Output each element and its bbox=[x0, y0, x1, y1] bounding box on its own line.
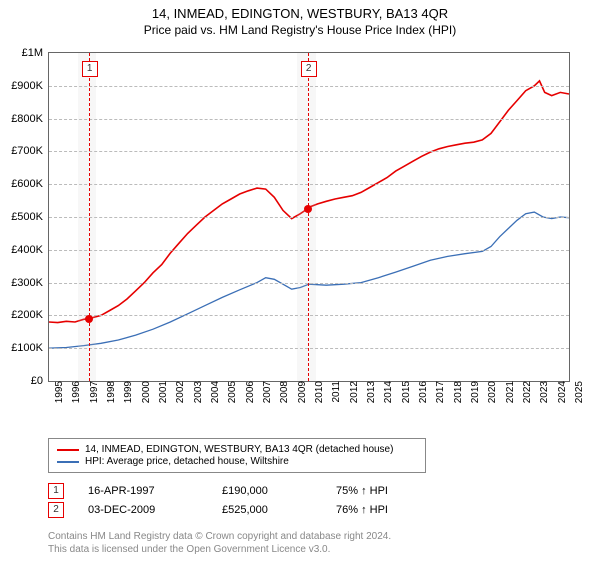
sale-badge: 1 bbox=[48, 483, 64, 499]
x-tick-label: 2016 bbox=[416, 381, 429, 403]
x-tick-label: 2011 bbox=[329, 381, 342, 403]
chart-container: 14, INMEAD, EDINGTON, WESTBURY, BA13 4QR… bbox=[0, 6, 600, 566]
y-tick-label: £500K bbox=[11, 211, 49, 223]
y-tick-label: £400K bbox=[11, 244, 49, 256]
sale-band bbox=[78, 53, 95, 381]
sale-band bbox=[297, 53, 316, 381]
sales-table-row: 1 16-APR-1997 £190,000 75% ↑ HPI bbox=[48, 483, 388, 499]
x-tick-label: 1998 bbox=[104, 381, 117, 403]
credit-line-1: Contains HM Land Registry data © Crown c… bbox=[48, 530, 391, 543]
x-tick-label: 2005 bbox=[225, 381, 238, 403]
x-tick-label: 2004 bbox=[208, 381, 221, 403]
credit-line-2: This data is licensed under the Open Gov… bbox=[48, 543, 391, 556]
sale-marker-line bbox=[308, 53, 309, 381]
sale-price: £190,000 bbox=[222, 485, 312, 497]
y-tick-label: £700K bbox=[11, 145, 49, 157]
legend-item: HPI: Average price, detached house, Wilt… bbox=[57, 456, 417, 467]
chart-subtitle: Price paid vs. HM Land Registry's House … bbox=[0, 23, 600, 37]
sale-pct: 75% ↑ HPI bbox=[336, 485, 388, 497]
x-tick-label: 2024 bbox=[555, 381, 568, 403]
x-tick-label: 1996 bbox=[69, 381, 82, 403]
y-tick-label: £200K bbox=[11, 309, 49, 321]
y-tick-label: £300K bbox=[11, 277, 49, 289]
x-tick-label: 2018 bbox=[451, 381, 464, 403]
x-tick-label: 2002 bbox=[173, 381, 186, 403]
legend-swatch bbox=[57, 461, 79, 463]
x-tick-label: 2023 bbox=[537, 381, 550, 403]
x-tick-label: 2010 bbox=[312, 381, 325, 403]
x-tick-label: 2020 bbox=[485, 381, 498, 403]
x-tick-label: 1999 bbox=[121, 381, 134, 403]
x-tick-label: 1995 bbox=[52, 381, 65, 403]
x-tick-label: 2003 bbox=[191, 381, 204, 403]
sale-badge: 2 bbox=[301, 61, 317, 77]
sale-badge: 1 bbox=[82, 61, 98, 77]
x-tick-label: 2008 bbox=[277, 381, 290, 403]
sales-table-row: 2 03-DEC-2009 £525,000 76% ↑ HPI bbox=[48, 502, 388, 518]
y-tick-label: £1M bbox=[22, 47, 49, 59]
x-tick-label: 2017 bbox=[433, 381, 446, 403]
x-tick-label: 2025 bbox=[572, 381, 585, 403]
plot-area: £0£100K£200K£300K£400K£500K£600K£700K£80… bbox=[48, 52, 570, 382]
legend: 14, INMEAD, EDINGTON, WESTBURY, BA13 4QR… bbox=[48, 438, 426, 473]
legend-swatch bbox=[57, 449, 79, 451]
y-tick-label: £100K bbox=[11, 342, 49, 354]
x-tick-label: 2001 bbox=[156, 381, 169, 403]
sale-date: 03-DEC-2009 bbox=[88, 504, 198, 516]
sale-marker-dot bbox=[304, 205, 312, 213]
y-tick-label: £900K bbox=[11, 80, 49, 92]
sale-marker-dot bbox=[85, 315, 93, 323]
sale-date: 16-APR-1997 bbox=[88, 485, 198, 497]
x-tick-label: 2006 bbox=[243, 381, 256, 403]
x-tick-label: 2009 bbox=[295, 381, 308, 403]
legend-label: HPI: Average price, detached house, Wilt… bbox=[85, 456, 289, 467]
x-tick-label: 1997 bbox=[87, 381, 100, 403]
x-tick-label: 2013 bbox=[364, 381, 377, 403]
x-tick-label: 2015 bbox=[399, 381, 412, 403]
sale-pct: 76% ↑ HPI bbox=[336, 504, 388, 516]
sale-marker-line bbox=[89, 53, 90, 381]
x-tick-label: 2007 bbox=[260, 381, 273, 403]
x-tick-label: 2014 bbox=[381, 381, 394, 403]
sale-price: £525,000 bbox=[222, 504, 312, 516]
x-tick-label: 2012 bbox=[347, 381, 360, 403]
x-tick-label: 2021 bbox=[503, 381, 516, 403]
y-tick-label: £0 bbox=[31, 375, 49, 387]
chart-title: 14, INMEAD, EDINGTON, WESTBURY, BA13 4QR bbox=[0, 6, 600, 21]
x-tick-label: 2000 bbox=[139, 381, 152, 403]
legend-item: 14, INMEAD, EDINGTON, WESTBURY, BA13 4QR… bbox=[57, 444, 417, 455]
x-tick-label: 2019 bbox=[468, 381, 481, 403]
x-tick-label: 2022 bbox=[520, 381, 533, 403]
legend-label: 14, INMEAD, EDINGTON, WESTBURY, BA13 4QR… bbox=[85, 444, 393, 455]
y-tick-label: £600K bbox=[11, 178, 49, 190]
sale-badge: 2 bbox=[48, 502, 64, 518]
sales-table: 1 16-APR-1997 £190,000 75% ↑ HPI 2 03-DEC-200… bbox=[48, 480, 388, 521]
y-tick-label: £800K bbox=[11, 113, 49, 125]
credit-text: Contains HM Land Registry data © Crown c… bbox=[48, 530, 391, 556]
